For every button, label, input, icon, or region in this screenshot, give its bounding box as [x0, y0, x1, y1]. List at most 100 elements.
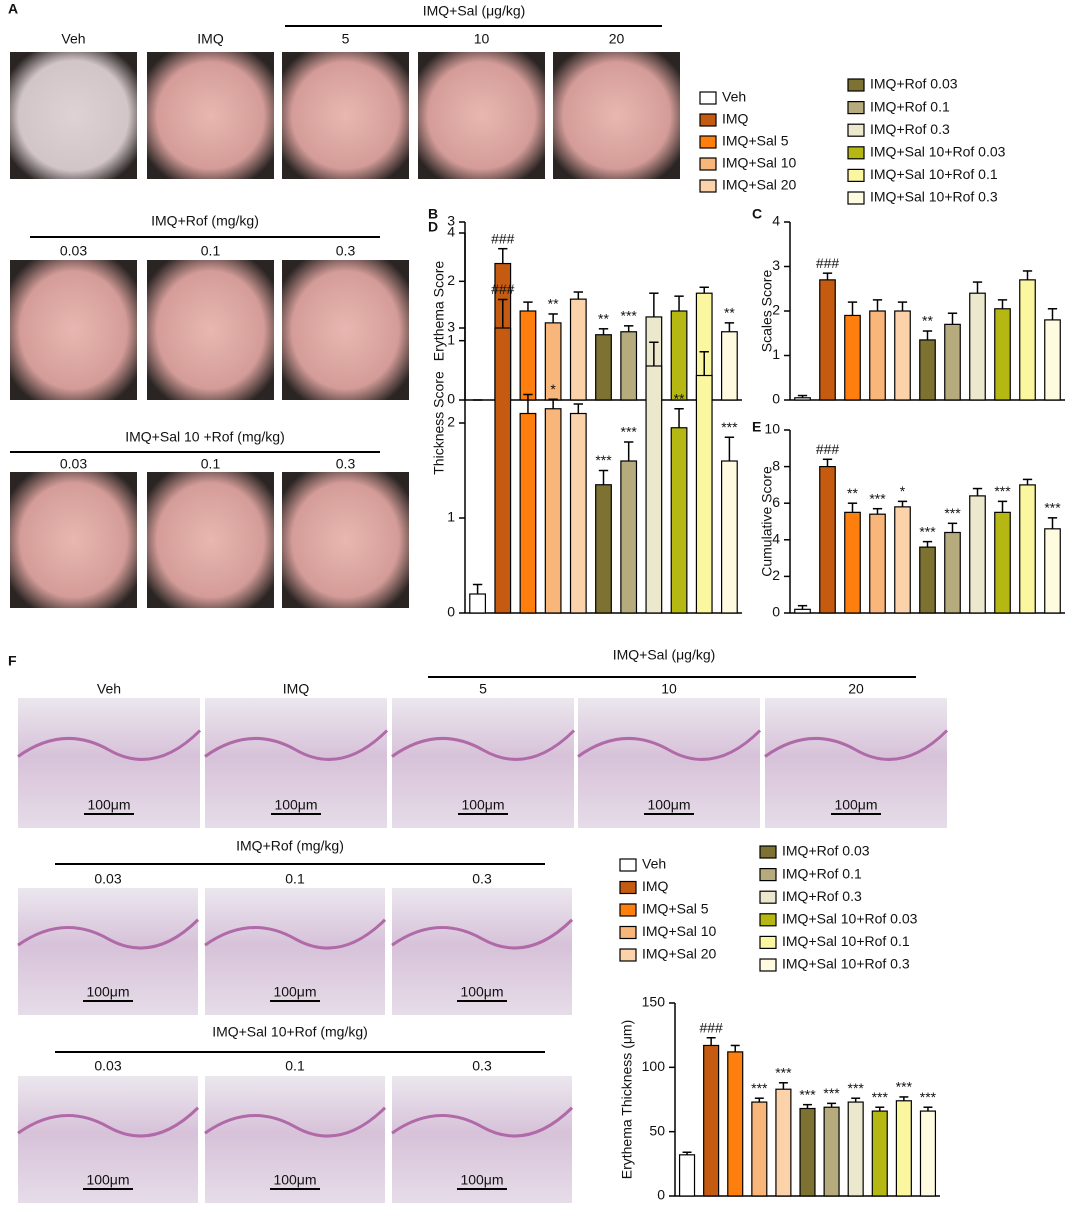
bar — [819, 466, 836, 614]
legend-label: IMQ+Sal 10 — [642, 923, 717, 939]
tissue-edge — [17, 1106, 200, 1138]
legend-swatch — [847, 168, 865, 182]
y-tick-label: 1 — [447, 509, 455, 525]
tissue-edge — [577, 729, 762, 761]
y-tick-label: 8 — [772, 457, 780, 473]
skin-photo — [282, 52, 409, 179]
scale-bar-label: 100μm — [274, 797, 317, 813]
tissue-edge — [204, 1106, 387, 1138]
tissue-edge — [391, 729, 576, 761]
bar — [871, 1110, 888, 1197]
legend-swatch — [619, 948, 637, 962]
scale-bar-label: 100μm — [647, 797, 690, 813]
scale-bar-label: 100μm — [460, 984, 503, 1000]
legend-label: IMQ+Rof 0.3 — [870, 121, 950, 137]
legend-label: IMQ+Sal 10+Rof 0.3 — [782, 956, 910, 972]
group-header: IMQ+Rof (mg/kg) — [151, 213, 259, 229]
legend-label: IMQ+Sal 10+Rof 0.03 — [782, 911, 918, 927]
y-tick-label: 150 — [642, 994, 666, 1010]
histology-photo — [765, 698, 947, 828]
legend-label: IMQ+Sal 10+Rof 0.1 — [782, 933, 910, 949]
bar — [751, 1101, 768, 1197]
group-header: IMQ+Sal (μg/kg) — [423, 3, 526, 19]
tissue-edge — [391, 918, 574, 950]
significance-label: *** — [872, 1089, 889, 1105]
legend-label: IMQ+Sal 10 — [722, 155, 797, 171]
bar — [519, 412, 537, 614]
y-tick-label: 0 — [657, 1187, 665, 1203]
photo-caption: 0.1 — [201, 456, 221, 472]
y-tick-label: 3 — [447, 213, 455, 229]
skin-photo — [282, 260, 409, 400]
legend-swatch — [759, 958, 777, 972]
skin-photo — [147, 52, 274, 179]
scale-bar-label: 100μm — [87, 797, 130, 813]
photo-caption: IMQ — [283, 681, 310, 697]
scale-bar-label: 100μm — [86, 984, 129, 1000]
histology-photo — [392, 1076, 572, 1203]
bar — [1019, 484, 1036, 614]
significance-label: * — [900, 483, 906, 499]
bar — [944, 531, 961, 614]
bar — [544, 408, 562, 614]
photo-caption: 0.03 — [60, 456, 87, 472]
significance-label: *** — [944, 505, 961, 521]
legend-label: IMQ+Rof 0.1 — [870, 98, 950, 114]
legend-swatch — [619, 858, 637, 872]
skin-photo — [418, 52, 545, 179]
bar — [1044, 319, 1061, 401]
panel-label: C — [752, 206, 762, 222]
histology-photo — [205, 1076, 385, 1203]
bar — [844, 511, 861, 614]
bar — [894, 310, 911, 401]
y-tick-label: 6 — [772, 494, 780, 510]
photo-caption: Veh — [97, 681, 121, 697]
bar — [721, 331, 738, 401]
legend-swatch — [759, 845, 777, 859]
panel-label: B — [428, 206, 438, 222]
y-axis-label: Thickness Score — [431, 371, 447, 475]
y-axis-label: Cumulative Score — [759, 466, 775, 577]
legend-swatch — [699, 157, 717, 171]
bar — [794, 397, 811, 401]
legend-label: Veh — [642, 856, 666, 872]
legend-label: IMQ+Sal 10+Rof 0.3 — [870, 189, 998, 205]
photo-caption: 0.1 — [285, 1058, 305, 1074]
bar — [670, 310, 688, 401]
histology-photo — [205, 888, 385, 1015]
photo-caption: 0.03 — [94, 1058, 121, 1074]
group-header: IMQ+Sal 10 +Rof (mg/kg) — [125, 429, 285, 445]
photo-caption: 20 — [848, 681, 864, 697]
y-axis-label: Erythema Score — [431, 261, 447, 362]
legend-label: IMQ+Rof 0.1 — [782, 865, 862, 881]
photo-caption: 10 — [661, 681, 677, 697]
tissue-edge — [17, 729, 202, 761]
legend-swatch — [759, 935, 777, 950]
significance-label: ** — [922, 313, 933, 329]
y-tick-label: 1 — [772, 346, 780, 362]
y-tick-label: 2 — [447, 414, 455, 430]
bar — [595, 484, 612, 614]
tissue-edge — [204, 918, 387, 950]
skin-photo — [147, 260, 274, 400]
histology-photo — [392, 888, 572, 1015]
significance-label: *** — [896, 1079, 913, 1095]
photo-caption: 0.3 — [472, 1058, 492, 1074]
bar — [969, 495, 986, 614]
histology-photo — [18, 888, 198, 1015]
legend-label: IMQ+Sal 5 — [722, 133, 789, 149]
significance-label: *** — [1044, 500, 1061, 516]
bar — [823, 1106, 840, 1197]
legend-label: IMQ+Rof 0.03 — [782, 843, 870, 859]
significance-label: *** — [721, 419, 738, 435]
significance-label: ### — [816, 255, 840, 271]
y-tick-label: 0 — [772, 391, 780, 407]
legend-swatch — [699, 113, 717, 127]
significance-label: *** — [994, 483, 1011, 499]
legend-swatch — [699, 91, 717, 105]
bar — [678, 1154, 696, 1197]
legend-label: IMQ+Rof 0.03 — [870, 76, 958, 92]
group-header: IMQ+Rof (mg/kg) — [236, 838, 344, 854]
y-tick-label: 100 — [642, 1058, 666, 1074]
bar — [919, 339, 936, 401]
